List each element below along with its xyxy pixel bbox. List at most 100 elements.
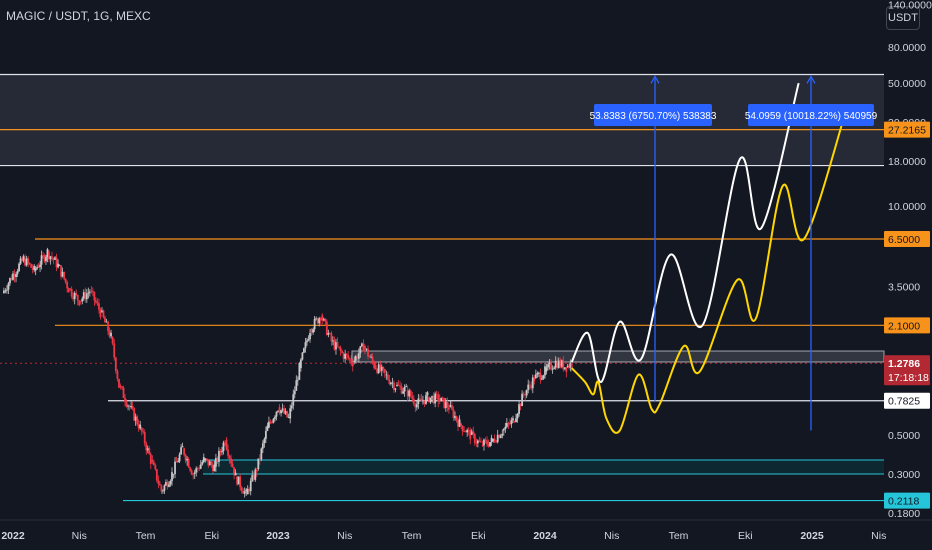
candle-body <box>475 443 478 444</box>
candle-body <box>406 390 409 397</box>
candle-body <box>397 384 400 386</box>
candle-body <box>411 396 414 399</box>
candle-body <box>417 398 420 404</box>
candle-body <box>379 364 382 371</box>
candle-body <box>122 387 125 399</box>
candle-body <box>22 256 25 261</box>
candle-body <box>284 410 287 414</box>
candle-body <box>166 482 169 487</box>
candle-body <box>307 339 310 341</box>
x-tick-label: Nis <box>604 530 619 542</box>
candle-body <box>341 351 343 353</box>
candle-body <box>319 318 322 321</box>
candle-body <box>95 300 97 303</box>
candle-body <box>469 430 472 440</box>
price-badge <box>884 231 930 248</box>
candle-body <box>52 258 55 260</box>
candle-body <box>440 397 443 401</box>
candle-body <box>13 274 16 278</box>
candle-body <box>43 255 46 262</box>
candle-body <box>296 379 299 381</box>
candle-body <box>233 467 235 476</box>
candle-body <box>467 429 470 431</box>
candle-body <box>260 448 263 460</box>
candle-body <box>195 468 198 473</box>
candle-body <box>51 256 53 259</box>
candle-body <box>437 394 440 402</box>
candle-body <box>457 420 459 427</box>
candle-body <box>560 360 563 367</box>
candle-body <box>531 377 534 389</box>
candle-body <box>162 490 164 492</box>
candle-body <box>405 386 408 387</box>
x-tick-label: Nis <box>337 530 352 542</box>
candle-body <box>466 429 469 433</box>
symbol-title: MAGIC / USDT, 1G, MEXC <box>6 9 151 23</box>
candle-body <box>208 461 211 466</box>
candle-body <box>54 257 56 260</box>
candle-body <box>412 398 415 404</box>
candle-body <box>61 271 64 277</box>
candle-body <box>245 489 248 492</box>
candle-body <box>174 461 176 474</box>
candle-body <box>181 446 184 448</box>
candle-body <box>177 461 179 463</box>
candle-body <box>380 366 383 371</box>
candle-body <box>274 416 276 419</box>
price-badge <box>884 392 930 409</box>
candle-body <box>108 331 111 337</box>
candle-body <box>133 408 136 421</box>
candle-body <box>255 469 258 472</box>
candle-body <box>303 348 305 353</box>
candle-body <box>73 292 76 300</box>
candle-body <box>425 395 427 404</box>
candle-body <box>221 451 223 453</box>
candle-body <box>39 264 41 268</box>
candle-body <box>515 418 517 422</box>
countdown-label: 17:18:18 <box>888 372 929 384</box>
candle-body <box>553 367 556 369</box>
candle-body <box>339 347 342 352</box>
candle-body <box>408 390 411 397</box>
candle-body <box>354 356 357 361</box>
candle-body <box>87 292 90 294</box>
candle-body <box>171 472 173 481</box>
x-tick-label: Tem <box>136 530 156 542</box>
candle-body <box>72 296 75 300</box>
candle-body <box>312 329 314 333</box>
candle-body <box>386 374 389 380</box>
price-badge-label: 1.2786 <box>888 358 920 370</box>
candle-body <box>136 416 139 425</box>
candle-body <box>313 318 316 330</box>
candle-body <box>116 370 119 379</box>
x-tick-label: 2025 <box>800 530 824 542</box>
candle-body <box>460 423 462 426</box>
price-badge-label: 27.2165 <box>888 125 926 137</box>
candle-body <box>373 361 376 368</box>
candle-body <box>60 265 62 277</box>
currency-button[interactable]: USDT <box>886 6 920 30</box>
candle-body <box>289 408 292 419</box>
candle-body <box>199 464 202 469</box>
candle-body <box>148 448 151 455</box>
candle-body <box>527 384 530 390</box>
candle-body <box>186 458 189 461</box>
candle-body <box>489 441 491 447</box>
candle-body <box>418 398 421 400</box>
candle-body <box>4 290 7 292</box>
candle-body <box>518 404 520 414</box>
candle-body <box>127 405 129 407</box>
entry-zone <box>351 350 885 363</box>
candle-body <box>361 343 363 347</box>
candle-body <box>33 265 36 270</box>
candle-body <box>36 266 39 269</box>
x-tick-label: 2023 <box>266 530 290 542</box>
x-tick-label: Eki <box>204 530 219 542</box>
candle-body <box>219 450 222 453</box>
candle-body <box>28 262 31 265</box>
candle-body <box>400 386 403 394</box>
candle-body <box>295 380 298 391</box>
candle-body <box>193 472 196 474</box>
candle-body <box>277 410 279 412</box>
